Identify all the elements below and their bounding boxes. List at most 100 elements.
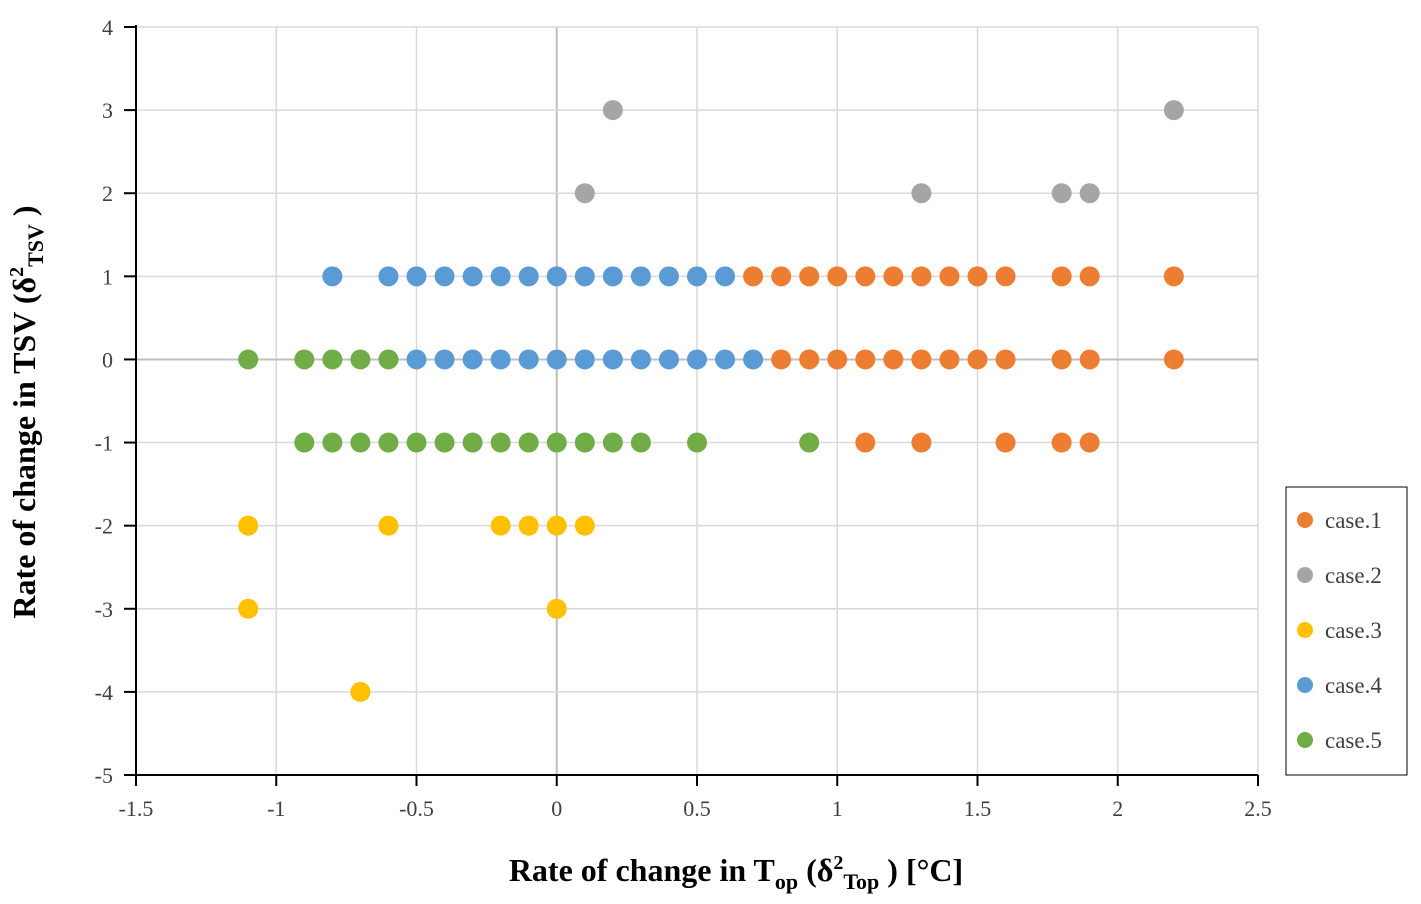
data-point — [687, 349, 707, 370]
data-point — [378, 349, 399, 370]
x-tick-label: 2 — [1112, 796, 1123, 821]
data-point — [967, 349, 988, 370]
data-point — [574, 266, 595, 287]
data-point — [462, 349, 483, 370]
data-point — [658, 266, 679, 287]
data-point — [322, 266, 343, 287]
data-point — [939, 349, 960, 370]
data-point — [939, 266, 960, 287]
data-point — [630, 349, 651, 370]
data-point — [546, 266, 567, 287]
data-point — [350, 432, 371, 453]
data-point — [799, 266, 820, 287]
data-point — [434, 349, 455, 370]
grid-lines — [136, 26, 1259, 775]
legend-label: case.1 — [1325, 508, 1382, 533]
data-point — [406, 349, 427, 370]
legend-label: case.3 — [1325, 618, 1382, 643]
data-point — [630, 432, 651, 453]
data-point — [462, 266, 483, 287]
data-point — [546, 432, 567, 453]
data-point — [574, 432, 595, 453]
data-point — [1079, 183, 1100, 204]
data-point — [490, 432, 511, 453]
data-points — [238, 100, 1184, 702]
data-point — [602, 349, 623, 370]
data-point — [995, 432, 1016, 453]
x-tick-label: 0.5 — [683, 796, 711, 821]
data-point — [518, 432, 539, 453]
data-point — [911, 432, 932, 453]
x-tick-label: 1.5 — [964, 796, 992, 821]
legend-marker — [1297, 622, 1313, 638]
data-point — [434, 432, 455, 453]
x-axis-title: Rate of change in Top (δ2Top ) [°C] — [509, 852, 963, 894]
legend-label: case.2 — [1325, 563, 1382, 588]
y-tick-label: -2 — [95, 514, 113, 539]
legend-marker — [1297, 677, 1313, 693]
data-point — [743, 266, 764, 287]
data-point — [799, 432, 820, 453]
data-point — [771, 349, 792, 370]
y-tick-label: -5 — [95, 763, 113, 788]
y-tick-label: -1 — [95, 431, 113, 456]
data-point — [462, 432, 483, 453]
y-tick-label: 4 — [102, 15, 113, 40]
data-point — [546, 515, 567, 536]
data-point — [350, 349, 371, 370]
legend-marker — [1297, 567, 1313, 583]
x-tick-label: 0 — [551, 796, 562, 821]
data-point — [378, 266, 399, 287]
x-tick-labels: -1.5 -1 -0.5 0 0.5 1 1.5 2 2.5 — [119, 796, 1272, 821]
series-case-3 — [238, 515, 595, 702]
data-point — [322, 432, 343, 453]
data-point — [490, 266, 511, 287]
y-tick-label: -3 — [95, 597, 113, 622]
data-point — [1079, 432, 1100, 453]
data-point — [294, 432, 315, 453]
data-point — [546, 598, 567, 619]
legend-marker — [1297, 512, 1313, 528]
data-point — [574, 183, 595, 204]
data-point — [406, 266, 427, 287]
y-axis-title: Rate of change in TSV (δ2TSV ) — [6, 205, 48, 618]
data-point — [771, 266, 792, 287]
data-point — [827, 266, 848, 287]
series-case-4 — [322, 266, 764, 370]
data-point — [322, 349, 343, 370]
data-point — [827, 349, 848, 370]
data-point — [967, 266, 988, 287]
data-point — [1079, 349, 1100, 370]
y-tick-label: 2 — [102, 181, 113, 206]
data-point — [715, 349, 736, 370]
data-point — [378, 432, 399, 453]
data-point — [490, 349, 511, 370]
y-tick-label: 0 — [102, 347, 113, 372]
data-point — [518, 349, 539, 370]
data-point — [1051, 183, 1072, 204]
data-point — [995, 266, 1016, 287]
data-point — [855, 432, 876, 453]
data-point — [1079, 266, 1100, 287]
data-point — [574, 515, 595, 536]
y-tick-label: 1 — [102, 264, 113, 289]
series-case-5 — [238, 349, 820, 453]
data-point — [687, 266, 707, 287]
data-point — [687, 432, 707, 453]
data-point — [911, 266, 932, 287]
data-point — [602, 432, 623, 453]
data-point — [518, 515, 539, 536]
data-point — [434, 266, 455, 287]
x-tick-label: 2.5 — [1244, 796, 1272, 821]
legend-marker — [1297, 732, 1313, 748]
data-point — [490, 515, 511, 536]
data-point — [238, 349, 259, 370]
x-tick-label: -1 — [267, 796, 285, 821]
data-point — [911, 183, 932, 204]
data-point — [715, 266, 736, 287]
data-point — [238, 598, 259, 619]
data-point — [1163, 266, 1184, 287]
axes — [124, 25, 1259, 786]
legend-label: case.4 — [1325, 673, 1382, 698]
